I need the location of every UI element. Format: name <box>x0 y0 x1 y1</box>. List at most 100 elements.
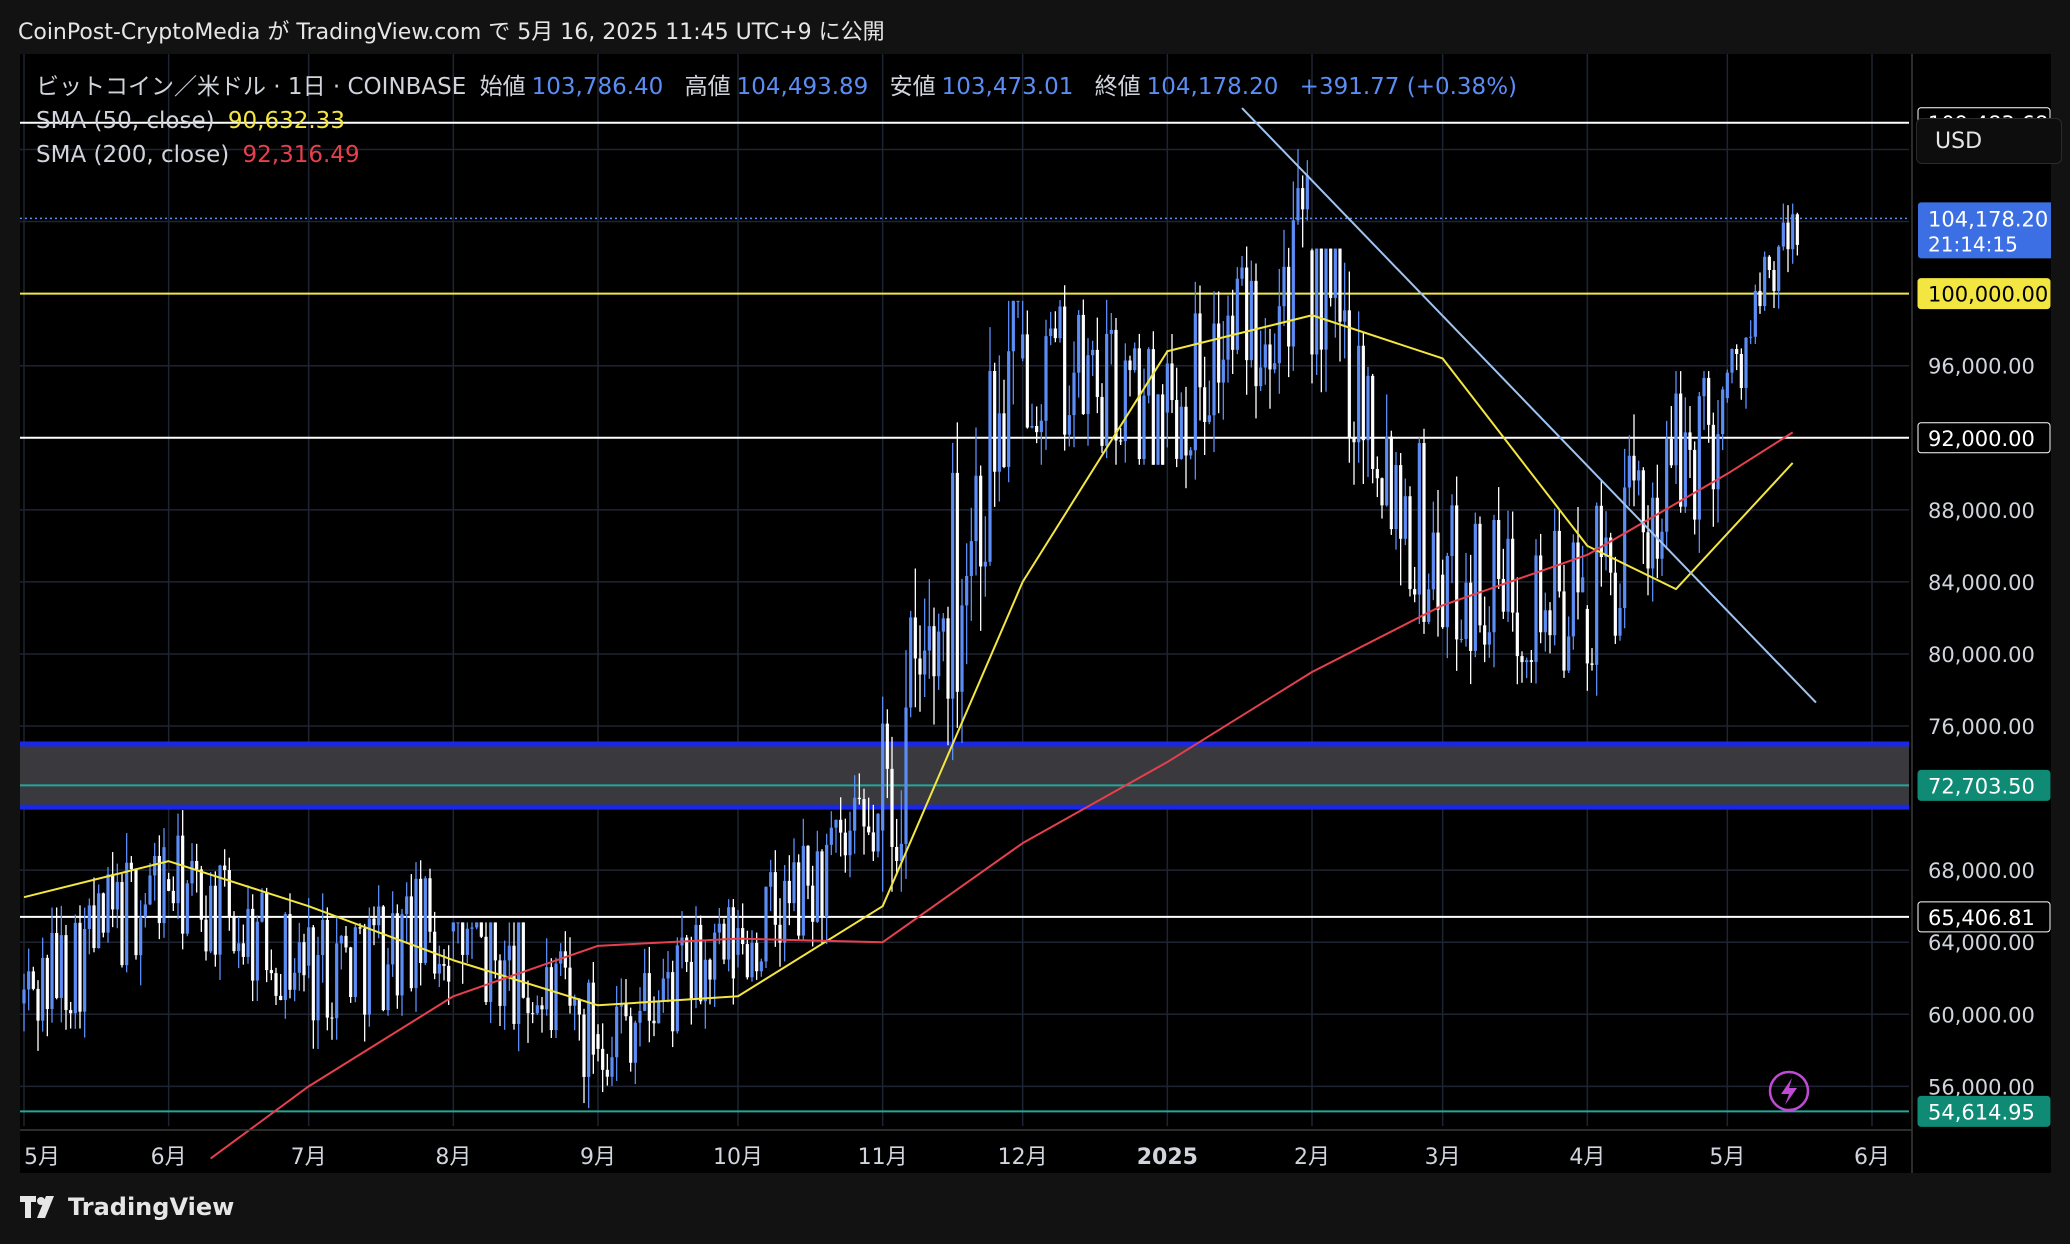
candle <box>1072 341 1076 448</box>
candle <box>1781 203 1785 251</box>
open-value: 103,786.40 <box>531 74 664 100</box>
sma50-value: 90,632.33 <box>227 108 345 134</box>
candle <box>349 946 353 1003</box>
candle <box>1170 334 1174 414</box>
candle <box>59 905 63 1023</box>
close-label: 終値 <box>1094 74 1141 100</box>
candle <box>1515 577 1519 685</box>
price-level-badge: 54,614.95 <box>1917 1095 2051 1127</box>
x-tick-label: 3月 <box>1425 1145 1461 1170</box>
price-level-badge-text: 92,000.00 <box>1928 427 2035 451</box>
candle <box>288 893 292 999</box>
candle <box>927 579 931 679</box>
price-level-badge: 72,703.50 <box>1917 769 2051 801</box>
price-chart[interactable]: 5月6月7月8月9月10月11月12月20252月3月4月5月6月108,000… <box>20 54 2051 1173</box>
sma50-row[interactable]: SMA (50, close) 90,632.33 <box>36 104 1517 138</box>
candle <box>433 911 437 980</box>
tradingview-logo[interactable]: TradingView <box>20 1193 234 1221</box>
candle <box>1049 311 1053 346</box>
candle <box>671 960 675 1048</box>
candle <box>414 862 418 1012</box>
y-tick-label: 76,000.00 <box>1928 715 2035 739</box>
candle <box>465 922 469 964</box>
candle <box>1151 331 1155 465</box>
candle <box>400 908 404 1016</box>
candle <box>615 985 619 1081</box>
candle <box>1287 247 1291 378</box>
chart-frame[interactable]: 5月6月7月8月9月10月11月12月20252月3月4月5月6月108,000… <box>20 54 2062 1173</box>
candle <box>1217 291 1221 414</box>
candle <box>531 1002 535 1024</box>
candle <box>269 949 273 981</box>
candle <box>969 507 973 621</box>
candle <box>50 907 54 1023</box>
candle <box>909 610 913 718</box>
candle <box>447 945 451 1005</box>
candle <box>1011 300 1015 405</box>
candle <box>666 951 670 1003</box>
candle <box>1044 319 1048 450</box>
symbol-label[interactable]: ビットコイン／米ドル · 1日 · COINBASE <box>36 74 467 100</box>
candle <box>549 958 553 1038</box>
x-tick-label: 7月 <box>291 1145 327 1170</box>
candle <box>811 865 815 947</box>
candle <box>1455 476 1459 671</box>
candle <box>339 935 343 970</box>
candle <box>78 905 82 1029</box>
candle <box>246 885 250 964</box>
candle <box>1627 435 1631 507</box>
candle <box>1665 420 1669 550</box>
candle <box>1436 489 1440 637</box>
candle <box>377 885 381 939</box>
candle <box>871 804 875 861</box>
candle <box>456 922 460 944</box>
candle <box>316 936 320 1049</box>
x-tick-label: 11月 <box>858 1145 908 1170</box>
candle <box>778 898 782 967</box>
candle <box>797 854 801 941</box>
candle <box>503 940 507 1030</box>
candle <box>1268 328 1272 409</box>
candle <box>1189 447 1193 460</box>
candle <box>260 888 264 923</box>
candle <box>629 1007 633 1072</box>
candle <box>643 948 647 1012</box>
x-tick-label: 5月 <box>24 1145 60 1170</box>
candle <box>1441 559 1445 629</box>
support-zone-rect <box>20 744 1909 808</box>
y-tick-label: 56,000.00 <box>1928 1075 2035 1099</box>
lightning-icon <box>1768 1070 1810 1112</box>
candle <box>1063 285 1067 451</box>
candle <box>932 607 936 725</box>
candle <box>185 880 189 937</box>
candle <box>1119 427 1123 446</box>
candle <box>1721 386 1725 451</box>
candle <box>1655 464 1659 579</box>
candle <box>1021 300 1025 362</box>
candle <box>111 852 115 928</box>
open-label: 始値 <box>479 74 526 100</box>
candle <box>157 835 161 940</box>
axes: 5月6月7月8月9月10月11月12月20252月3月4月5月6月108,000… <box>20 54 2048 1173</box>
candle <box>890 736 894 892</box>
candle <box>1473 512 1477 658</box>
candle <box>834 819 838 853</box>
price-level-badge-text: 100,000.00 <box>1928 283 2048 307</box>
candle <box>1282 229 1286 327</box>
candle <box>1352 421 1356 485</box>
candle <box>1618 583 1622 641</box>
sma200-row[interactable]: SMA (200, close) 92,316.49 <box>36 138 1517 172</box>
candle <box>45 954 49 1037</box>
candle <box>1702 371 1706 430</box>
candle <box>694 906 698 1009</box>
candle <box>1674 371 1678 485</box>
candle <box>843 818 847 873</box>
candle <box>1595 502 1599 696</box>
sma50-line <box>23 314 1794 1007</box>
y-tick-label: 64,000.00 <box>1928 931 2035 955</box>
candle <box>1767 255 1771 279</box>
currency-selector[interactable]: USD <box>1916 118 2062 164</box>
candle <box>1147 347 1151 404</box>
candle <box>297 922 301 991</box>
candle <box>153 842 157 901</box>
